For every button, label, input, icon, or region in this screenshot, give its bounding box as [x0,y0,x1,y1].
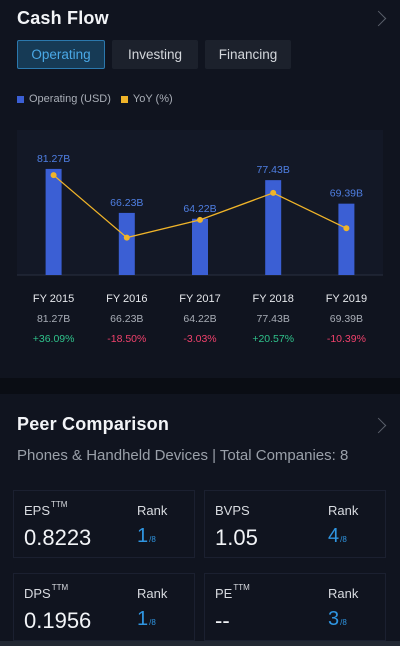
section-divider [0,378,400,394]
rank-label: Rank [328,503,359,518]
tab-operating[interactable]: Operating [17,40,105,69]
metric-value: 1.05 [215,525,258,550]
operating-value: 81.27B [37,313,70,325]
rank-value: 1/8 [137,608,156,630]
yoy-point-3 [270,189,277,196]
operating-value: 66.23B [110,313,143,325]
category-label: FY 2015 [33,293,74,305]
legend-label-operating: Operating (USD) [29,93,111,105]
peer-comparison-title: Peer Comparison [17,414,170,434]
metric-card-eps[interactable]: EPSTTM 0.8223 Rank 1/8 [13,490,195,558]
bar-data-label: 64.22B [183,203,216,215]
rank-label: Rank [328,586,359,601]
bar-data-label: 66.23B [110,197,143,209]
legend-item-operating: Operating (USD) [17,93,111,105]
metric-value: -- [215,608,230,633]
category-label: FY 2018 [253,293,294,305]
operating-value: 64.22B [183,313,216,325]
metric-card-bvps[interactable]: BVPS 1.05 Rank 4/8 [204,490,386,558]
bar-operating-0 [45,168,62,275]
chevron-right-icon[interactable] [370,10,387,27]
yoy-value: +20.57% [252,333,294,345]
bar-data-label: 69.39B [330,188,363,200]
legend-label-yoy: YoY (%) [132,93,173,105]
rank-label: Rank [137,586,168,601]
bar-data-label: 77.43B [257,164,290,176]
metric-value: 0.1956 [24,608,92,633]
yoy-point-1 [123,234,130,241]
category-label: FY 2016 [106,293,147,305]
yoy-value: -3.03% [183,333,216,345]
metric-card-pe[interactable]: PETTM -- Rank 3/8 [204,573,386,641]
yoy-value: +36.09% [33,333,75,345]
yoy-value: -10.39% [327,333,366,345]
bar-operating-4 [338,203,355,275]
category-label: FY 2019 [326,293,367,305]
rank-value: 1/8 [137,525,156,547]
bar-operating-1 [118,212,135,275]
rank-value: 4/8 [328,525,347,547]
bar-operating-3 [265,180,282,275]
tab-investing[interactable]: Investing [112,40,198,69]
metric-name: PETTM [215,583,250,601]
tab-financing[interactable]: Financing [205,40,291,69]
cash-flow-chart: 81.27B FY 2015 81.27B +36.09% 66.23B FY 2016 6… [17,130,383,345]
legend-swatch-yoy [120,95,128,103]
metric-card-dps[interactable]: DPSTTM 0.1956 Rank 1/8 [13,573,195,641]
metric-name: BVPS [215,503,250,518]
bar-data-label: 81.27B [37,153,70,165]
operating-value: 69.39B [330,313,363,325]
metric-name: DPSTTM [24,583,69,601]
legend-item-yoy: YoY (%) [120,93,173,105]
bar-operating-2 [192,218,208,275]
rank-value: 3/8 [328,608,347,630]
yoy-point-4 [343,225,350,232]
operating-value: 77.43B [257,313,290,325]
chevron-right-icon[interactable] [370,417,387,434]
yoy-point-2 [197,216,203,223]
category-label: FY 2017 [179,293,220,305]
cash-flow-card: Cash Flow Operating Investing Financing … [17,8,387,345]
bottom-scroll-indicator [0,641,400,646]
cash-flow-title: Cash Flow [17,8,109,28]
metric-name: EPSTTM [24,500,68,518]
metric-value: 0.8223 [24,525,92,550]
chart-legend: Operating (USD) YoY (%) [17,93,183,105]
legend-swatch-operating [17,95,24,103]
yoy-value: -18.50% [107,333,146,345]
rank-label: Rank [137,503,168,518]
yoy-point-0 [50,172,57,179]
peer-subtitle: Phones & Handheld Devices | Total Compan… [17,447,349,464]
cash-flow-tabs: Operating Investing Financing [17,40,291,69]
